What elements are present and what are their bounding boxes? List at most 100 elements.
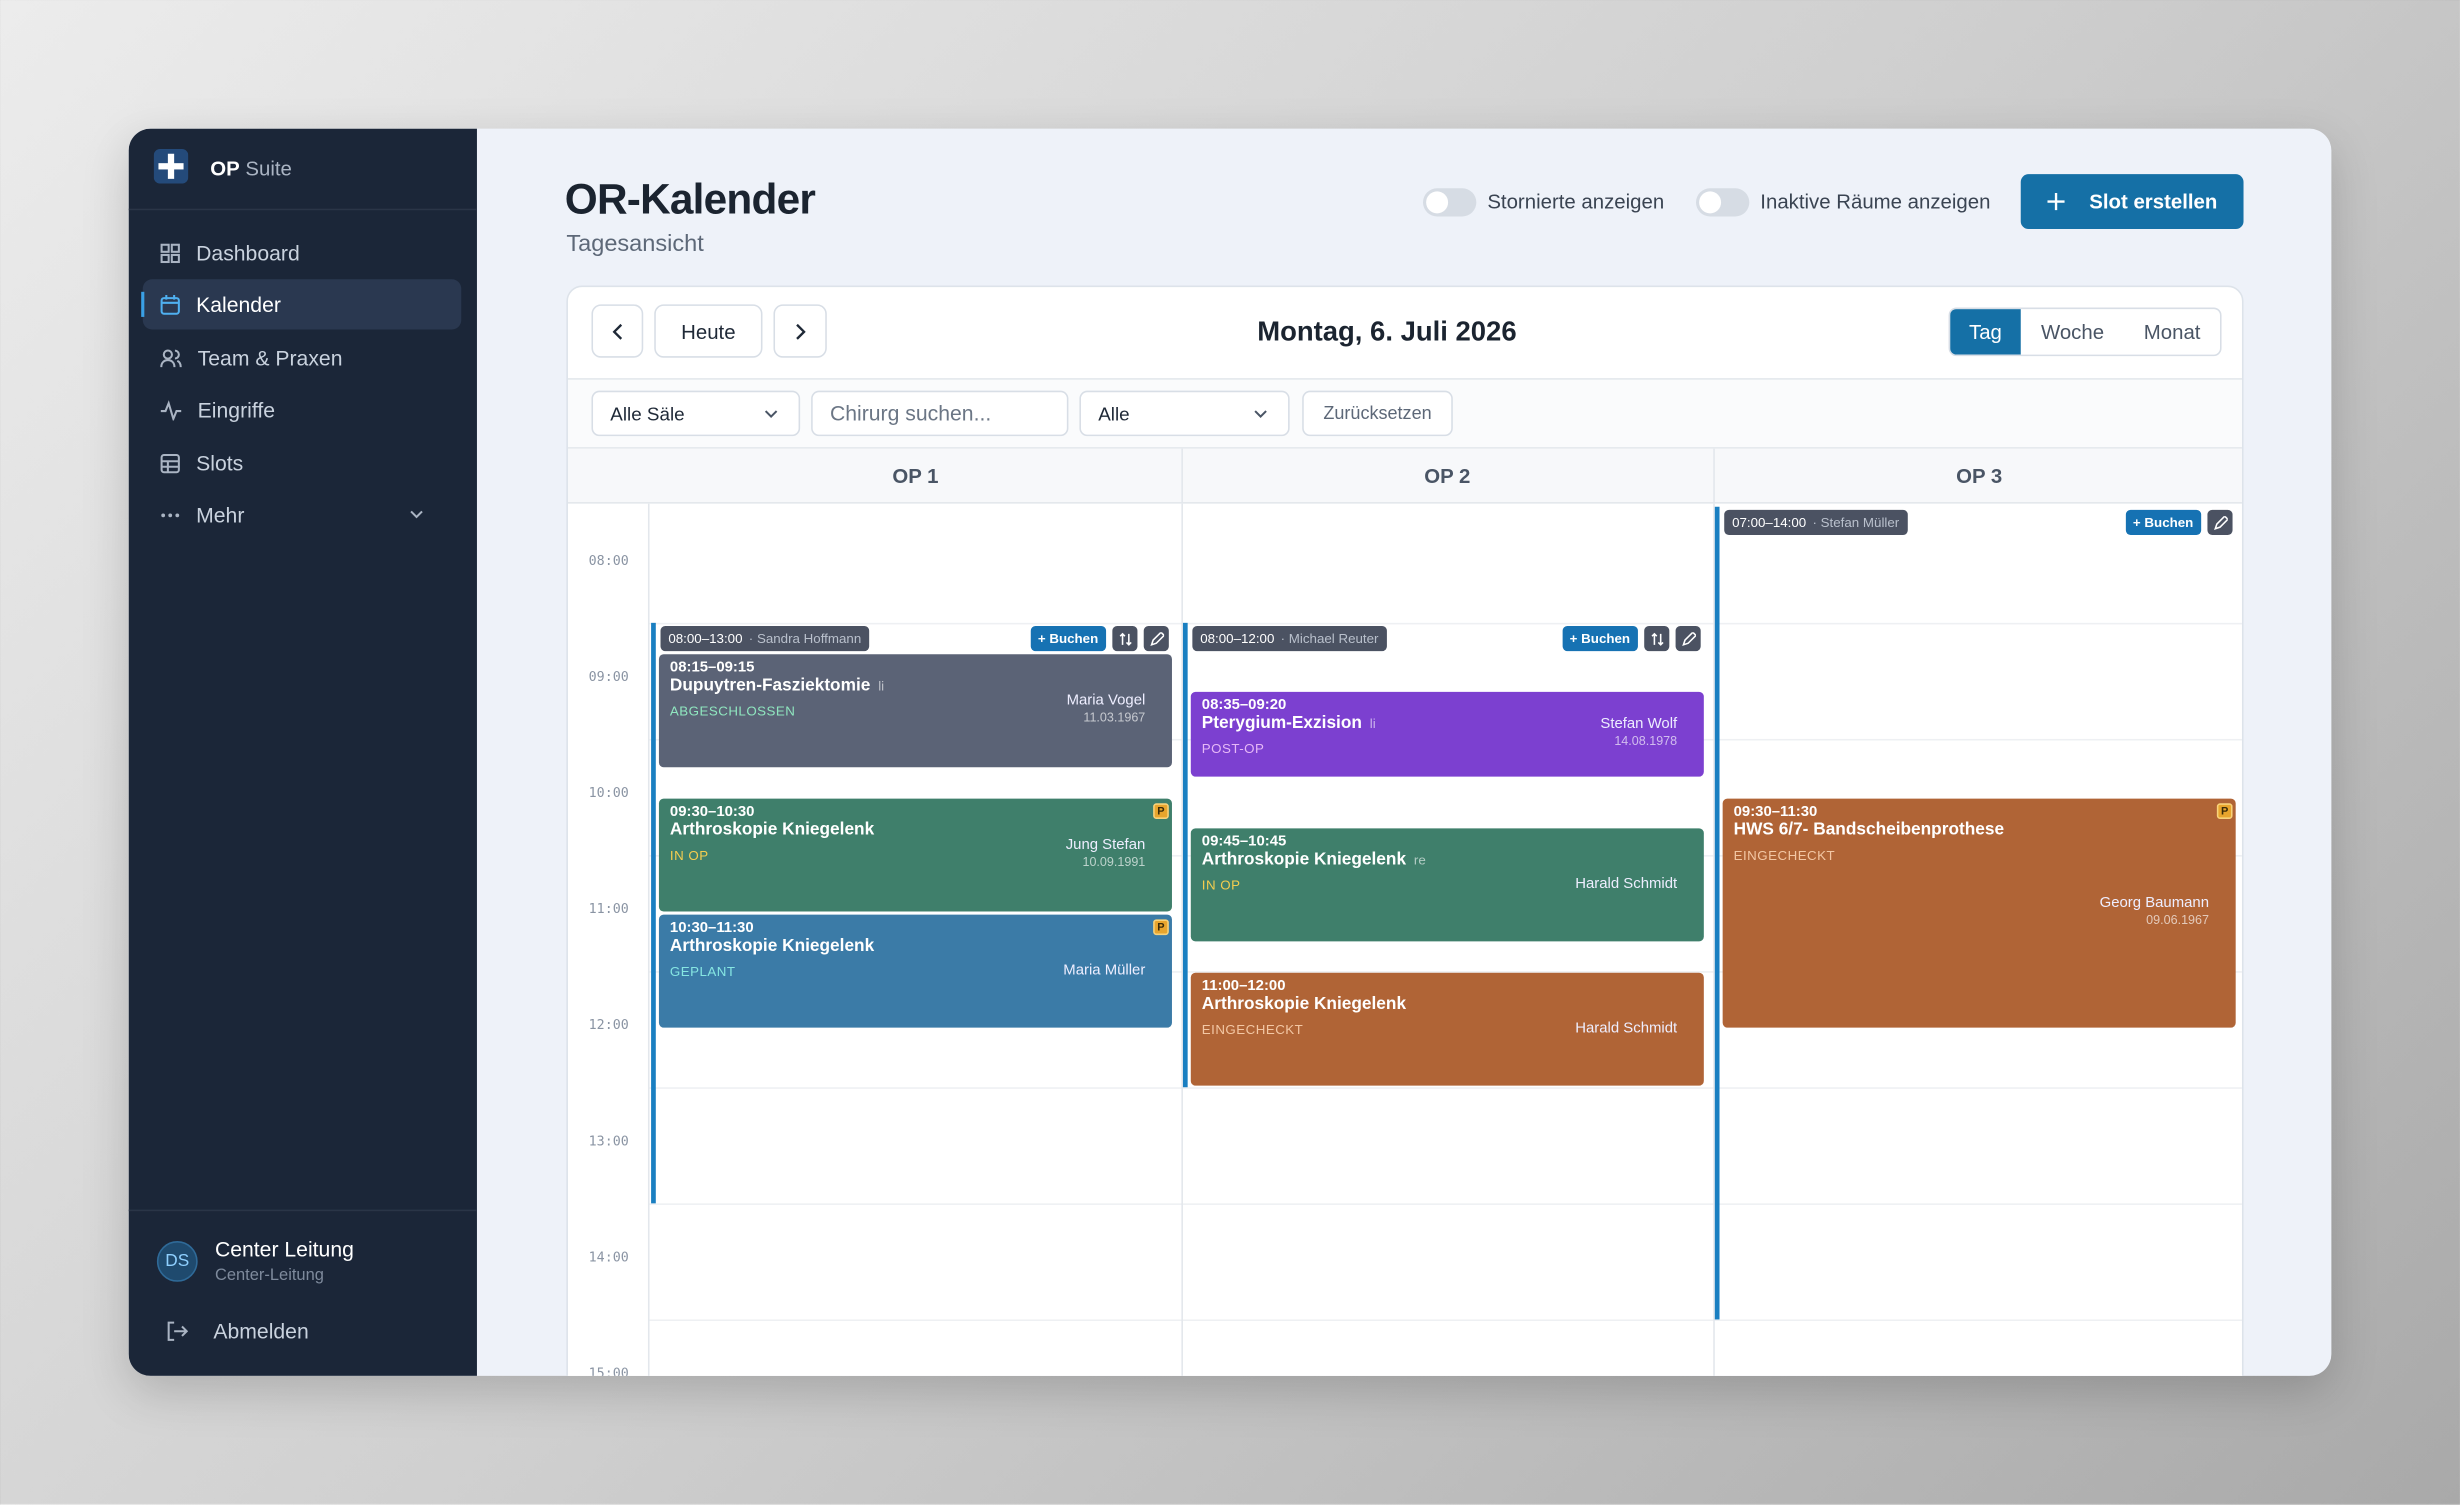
hour-label: 10:00 <box>588 786 629 802</box>
view-switch: Tag Woche Monat <box>1948 307 2222 357</box>
brand-suffix: Suite <box>245 156 292 181</box>
reset-button[interactable]: Zurücksetzen <box>1302 390 1453 437</box>
procedure: Dupuytren-Fasziektomie <box>669 675 871 695</box>
room-select-value: Alle Säle <box>610 402 685 425</box>
app-window: OP Suite Dashboard Kalender Team & Praxe… <box>128 128 2332 1376</box>
appointment-time: 09:30–10:30 <box>669 803 755 821</box>
user-name: Center Leitung <box>214 1237 354 1262</box>
hour-line <box>649 622 2242 625</box>
procedure: Arthroskopie Kniegelenk <box>669 936 875 956</box>
icon <box>2213 515 2228 530</box>
column-divider <box>1713 448 1715 504</box>
appointment[interactable]: 11:00–12:00 Arthroskopie Kniegelenk EINGEC… <box>1190 972 1704 1086</box>
view-button[interactable]: Woche <box>2040 320 2105 344</box>
patient-name: Maria Müller <box>1063 961 1146 979</box>
nav-item[interactable]: Dashboard <box>143 227 461 277</box>
procedure-line: Dupuytren-Fasziektomie li <box>670 675 884 694</box>
patient-name: Harald Schmidt <box>1575 1019 1678 1038</box>
logout[interactable]: Abmelden <box>166 1319 309 1343</box>
appointment[interactable]: 08:35–09:20 Pterygium-Exzision li POST-OP St… <box>1190 692 1704 777</box>
avatar: DS <box>156 1240 198 1282</box>
appointment-status: GEPLANT <box>669 963 736 979</box>
icon <box>1149 631 1164 646</box>
view-button[interactable]: Monat <box>2143 320 2201 344</box>
appointment-status: EINGECHECKT <box>1201 1021 1304 1038</box>
procedure-line: Arthroskopie Kniegelenk <box>670 821 874 840</box>
nav-item[interactable]: Kalender <box>141 279 462 330</box>
appointment[interactable]: 09:30–10:30 Arthroskopie Kniegelenk IN OP J… <box>658 798 1172 912</box>
edit-slot-button[interactable] <box>2207 509 2233 535</box>
chevron <box>1254 410 1267 418</box>
nav-label: Kalender <box>196 292 281 317</box>
reorder-button[interactable] <box>1112 625 1138 652</box>
divider <box>128 1209 477 1212</box>
surgeon-search[interactable]: Chirurg suchen... <box>811 390 1069 437</box>
procedure: Arthroskopie Kniegelenk <box>1201 994 1407 1014</box>
appointment-time: 08:15–09:15 <box>669 658 755 676</box>
icon <box>160 348 182 367</box>
hour-label: 14:00 <box>588 1250 629 1267</box>
status-select[interactable]: Alle <box>1079 390 1290 437</box>
hour-line <box>649 1087 2242 1089</box>
procedure: HWS 6/7- Bandscheibenprothese <box>1733 820 2005 840</box>
nav-item[interactable]: Eingriffe <box>143 384 461 434</box>
procedure: Pterygium-Exzision <box>1201 714 1362 733</box>
slot-surgeon: · Sandra Hoffmann <box>748 630 862 647</box>
room-select[interactable]: Alle Säle <box>591 390 801 437</box>
search-placeholder: Chirurg suchen... <box>829 401 992 426</box>
book-button[interactable]: + Buchen <box>1561 625 1638 652</box>
toggle[interactable] <box>1422 188 1477 217</box>
icon <box>161 512 180 517</box>
page-title: OR-Kalender <box>564 175 816 223</box>
toggle-label: Stornierte anzeigen <box>1487 189 1665 214</box>
divider <box>128 208 477 211</box>
appointment-time: 11:00–12:00 <box>1201 977 1286 995</box>
appointment[interactable]: 09:30–11:30 HWS 6/7- Bandscheibenprothese… <box>1722 798 2236 1028</box>
procedure-line: Arthroskopie Kniegelenk <box>1202 995 1406 1014</box>
hour-label: 11:00 <box>588 902 629 918</box>
patient-dob: 09.06.1967 <box>2146 913 2210 928</box>
patient-name: Jung Stefan <box>1065 836 1146 854</box>
hour-label: 13:00 <box>588 1134 629 1151</box>
next-button[interactable] <box>773 304 827 358</box>
prev-button[interactable] <box>591 304 644 358</box>
appointment[interactable]: 10:30–11:30 Arthroskopie Kniegelenk GEPLAN… <box>658 914 1172 1028</box>
room-name: OP 3 <box>1956 464 2003 488</box>
book-button[interactable]: + Buchen <box>2125 509 2202 535</box>
appointment[interactable]: 08:15–09:15 Dupuytren-Fasziektomie li ABGES… <box>658 653 1172 767</box>
nav-item[interactable]: Slots <box>143 438 461 488</box>
edit-slot-button[interactable] <box>1675 625 1701 652</box>
side: li <box>1369 715 1376 732</box>
patient-name: Harald Schmidt <box>1575 874 1678 892</box>
procedure-line: HWS 6/7- Bandscheibenprothese <box>1734 821 2004 840</box>
column-divider <box>1713 503 1715 1376</box>
toggle[interactable] <box>1695 188 1750 217</box>
edit-slot-button[interactable] <box>1143 625 1169 652</box>
slot-bar <box>651 622 656 1204</box>
book-button[interactable]: + Buchen <box>1029 625 1107 652</box>
icon <box>2046 192 2065 211</box>
badge: P <box>2216 803 2233 819</box>
appointment[interactable]: 09:45–10:45 Arthroskopie Kniegelenk re IN O… <box>1190 827 1704 941</box>
view-button[interactable]: Tag <box>1950 309 2021 355</box>
reorder-button[interactable] <box>1644 625 1670 652</box>
room-name: OP 1 <box>892 464 939 488</box>
status-select-value: Alle <box>1098 402 1130 425</box>
hour-label: 15:00 <box>588 1366 629 1376</box>
today-button[interactable]: Heute <box>654 304 763 358</box>
icon <box>160 294 180 315</box>
nav-item[interactable]: Team & Praxen <box>143 333 461 383</box>
chevron <box>410 510 423 519</box>
icon <box>167 1321 189 1341</box>
patient-name: Stefan Wolf <box>1600 715 1678 733</box>
current-date: Montag, 6. Juli 2026 <box>1257 315 1517 347</box>
nav-item[interactable]: Mehr <box>143 489 461 539</box>
create-slot-button[interactable]: Slot erstellen <box>2020 174 2244 230</box>
room-header-row: OP 1 OP 2 OP 3 <box>567 448 2242 504</box>
page-subtitle: Tagesansicht <box>566 230 704 258</box>
column-divider <box>1181 448 1183 504</box>
hour-line <box>649 971 2242 973</box>
filter-bar: Alle Säle Chirurg suchen... Alle Zurücks… <box>567 378 2242 449</box>
